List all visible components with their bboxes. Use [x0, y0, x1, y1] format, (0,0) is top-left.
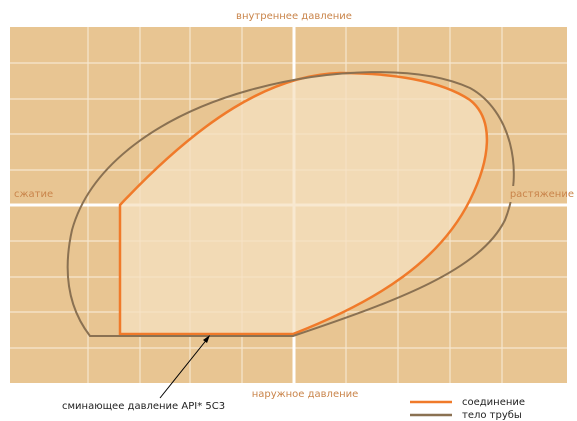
axis-label-right: растяжение — [510, 189, 574, 200]
pipe-body-envelope — [66, 71, 515, 337]
axis-label-top: внутреннее давление — [236, 11, 352, 22]
connection-envelope — [118, 71, 489, 336]
annotation-arrow — [159, 337, 209, 399]
legend: соединение тело трубы — [410, 397, 525, 421]
axis-label-left: сжатие — [14, 189, 53, 200]
arrow-head — [203, 335, 210, 343]
legend-label: тело трубы — [462, 410, 522, 421]
label-bg — [10, 186, 60, 202]
legend-label: соединение — [462, 397, 525, 408]
axis-label-bottom: наружное давление — [252, 389, 359, 400]
label-bg — [505, 186, 567, 202]
annotation: сминающее давление API* 5C3 — [62, 401, 225, 412]
